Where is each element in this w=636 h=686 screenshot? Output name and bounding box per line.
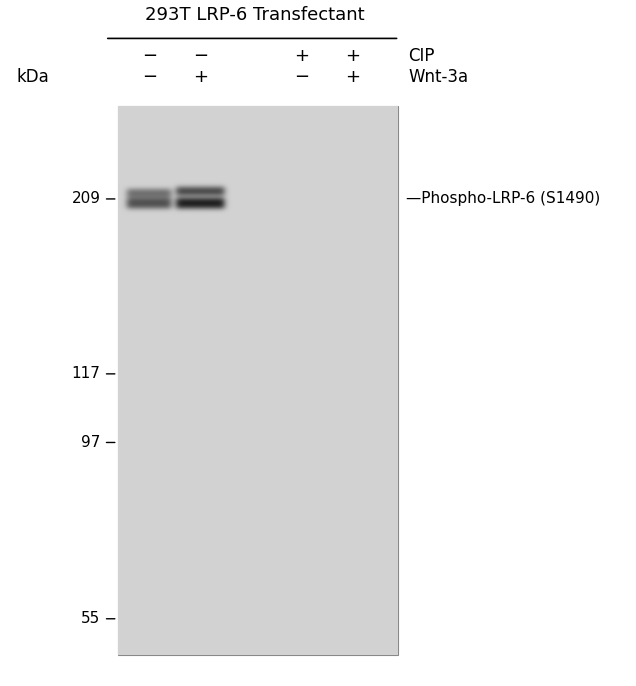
Text: −: −	[294, 68, 310, 86]
Text: +: +	[345, 47, 361, 65]
Text: CIP: CIP	[408, 47, 435, 65]
Text: 97: 97	[81, 435, 100, 450]
Bar	[118, 106, 398, 655]
Text: 55: 55	[81, 611, 100, 626]
Text: 293T LRP-6 Transfectant: 293T LRP-6 Transfectant	[144, 6, 364, 24]
Text: +: +	[294, 47, 310, 65]
Text: +: +	[345, 68, 361, 86]
Text: +: +	[193, 68, 208, 86]
Text: 117: 117	[72, 366, 100, 381]
Text: −: −	[142, 47, 157, 65]
Text: 209: 209	[71, 191, 100, 206]
Text: Wnt-3a: Wnt-3a	[408, 68, 469, 86]
Text: −: −	[193, 47, 208, 65]
Text: −: −	[142, 68, 157, 86]
Text: —Phospho-LRP-6 (S1490): —Phospho-LRP-6 (S1490)	[406, 191, 600, 206]
Text: kDa: kDa	[17, 68, 50, 86]
